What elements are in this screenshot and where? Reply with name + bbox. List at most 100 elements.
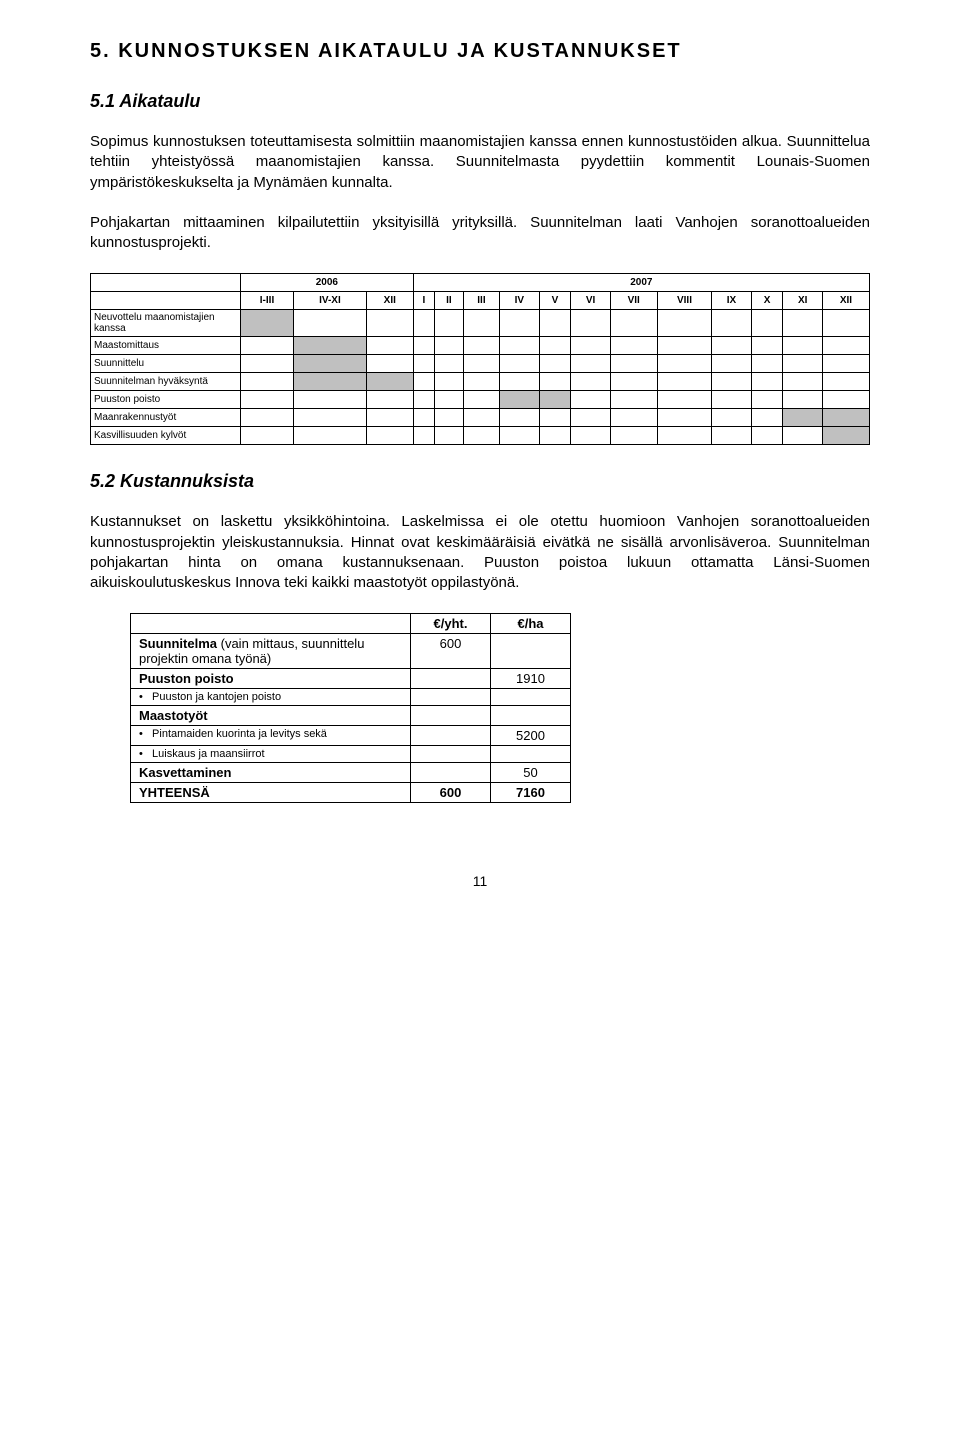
schedule-cell xyxy=(241,427,294,445)
cost-row-label: • Puuston ja kantojen poisto xyxy=(131,689,411,706)
cost-cell-ha: 5200 xyxy=(491,726,571,746)
cost-cell-yht: 600 xyxy=(411,634,491,669)
schedule-cell xyxy=(783,373,822,391)
schedule-cell xyxy=(463,373,499,391)
schedule-cell xyxy=(294,310,367,337)
schedule-corner-2 xyxy=(91,292,241,310)
month-header: IV xyxy=(500,292,539,310)
schedule-cell xyxy=(366,391,413,409)
cost-cell-ha xyxy=(491,746,571,763)
cost-hdr-yht: €/yht. xyxy=(411,614,491,634)
schedule-cell xyxy=(783,409,822,427)
schedule-header: 20062007I-IIIIV-XIXIIIIIIIIIVVVIVIIVIIII… xyxy=(91,274,870,310)
schedule-cell xyxy=(366,427,413,445)
cost-row-label: Suunnitelma (vain mittaus, suunnittelu p… xyxy=(131,634,411,669)
month-header: XII xyxy=(822,292,869,310)
schedule-cell xyxy=(571,337,610,355)
schedule-cell xyxy=(783,355,822,373)
schedule-body: Neuvottelu maanomistajien kanssaMaastomi… xyxy=(91,310,870,445)
cost-corner xyxy=(131,614,411,634)
schedule-cell xyxy=(413,310,434,337)
schedule-cell xyxy=(366,355,413,373)
cost-cell-yht xyxy=(411,669,491,689)
schedule-cell xyxy=(822,373,869,391)
schedule-cell xyxy=(712,391,751,409)
cost-kasvettaminen-label: Kasvettaminen xyxy=(131,763,411,783)
schedule-cell xyxy=(610,373,657,391)
schedule-cell xyxy=(413,355,434,373)
schedule-row-label: Puuston poisto xyxy=(91,391,241,409)
schedule-cell xyxy=(539,310,571,337)
schedule-cell xyxy=(610,355,657,373)
schedule-cell xyxy=(463,427,499,445)
subsection-2-title: 5.2 Kustannuksista xyxy=(90,471,870,492)
schedule-cell xyxy=(413,427,434,445)
schedule-cell xyxy=(751,355,783,373)
cost-total-ha: 7160 xyxy=(491,783,571,803)
schedule-cell xyxy=(751,373,783,391)
schedule-cell xyxy=(241,337,294,355)
schedule-cell xyxy=(657,409,712,427)
cost-total-label: YHTEENSÄ xyxy=(131,783,411,803)
schedule-table: 20062007I-IIIIV-XIXIIIIIIIIIVVVIVIIVIIII… xyxy=(90,273,870,445)
month-header: VII xyxy=(610,292,657,310)
subsection-1-title: 5.1 Aikataulu xyxy=(90,91,870,112)
schedule-cell xyxy=(822,409,869,427)
year-b-header: 2007 xyxy=(413,274,869,292)
schedule-row-label: Maanrakennustyöt xyxy=(91,409,241,427)
schedule-cell xyxy=(294,337,367,355)
schedule-cell xyxy=(751,337,783,355)
schedule-cell xyxy=(241,310,294,337)
para-2: Pohjakartan mittaaminen kilpailutettiin … xyxy=(90,213,870,254)
schedule-cell xyxy=(434,355,463,373)
schedule-cell xyxy=(539,391,571,409)
month-header: I-III xyxy=(241,292,294,310)
schedule-cell xyxy=(463,355,499,373)
schedule-cell xyxy=(294,373,367,391)
schedule-cell xyxy=(500,310,539,337)
cost-row-label: • Luiskaus ja maansiirrot xyxy=(131,746,411,763)
month-header: IV-XI xyxy=(294,292,367,310)
schedule-cell xyxy=(783,391,822,409)
schedule-cell xyxy=(539,355,571,373)
schedule-cell xyxy=(539,427,571,445)
schedule-cell xyxy=(751,310,783,337)
cost-row-label: Puuston poisto xyxy=(131,669,411,689)
schedule-cell xyxy=(712,337,751,355)
schedule-cell xyxy=(610,391,657,409)
schedule-cell xyxy=(413,373,434,391)
para-3: Kustannukset on laskettu yksikköhintoina… xyxy=(90,512,870,593)
schedule-cell xyxy=(294,427,367,445)
section-title: 5. KUNNOSTUKSEN AIKATAULU JA KUSTANNUKSE… xyxy=(90,40,870,63)
schedule-cell xyxy=(657,310,712,337)
schedule-cell xyxy=(751,409,783,427)
schedule-row-label: Suunnitelman hyväksyntä xyxy=(91,373,241,391)
schedule-cell xyxy=(657,337,712,355)
schedule-cell xyxy=(571,409,610,427)
schedule-cell xyxy=(500,355,539,373)
schedule-cell xyxy=(500,391,539,409)
cost-row-label: Maastotyöt xyxy=(131,706,411,726)
month-header: V xyxy=(539,292,571,310)
schedule-cell xyxy=(610,427,657,445)
month-header: VIII xyxy=(657,292,712,310)
schedule-cell xyxy=(434,310,463,337)
cost-cell-ha: 1910 xyxy=(491,669,571,689)
schedule-cell xyxy=(500,373,539,391)
cost-cell-ha xyxy=(491,634,571,669)
schedule-cell xyxy=(822,310,869,337)
schedule-cell xyxy=(822,391,869,409)
schedule-cell xyxy=(500,337,539,355)
schedule-cell xyxy=(822,355,869,373)
cost-table-wrap: €/yht.€/haSuunnitelma (vain mittaus, suu… xyxy=(130,613,870,803)
schedule-cell xyxy=(657,373,712,391)
schedule-cell xyxy=(539,337,571,355)
cost-cell-yht xyxy=(411,689,491,706)
schedule-cell xyxy=(783,337,822,355)
schedule-cell xyxy=(571,427,610,445)
schedule-cell xyxy=(500,409,539,427)
page-number: 11 xyxy=(90,873,870,889)
schedule-cell xyxy=(366,409,413,427)
schedule-cell xyxy=(657,391,712,409)
schedule-cell xyxy=(434,337,463,355)
